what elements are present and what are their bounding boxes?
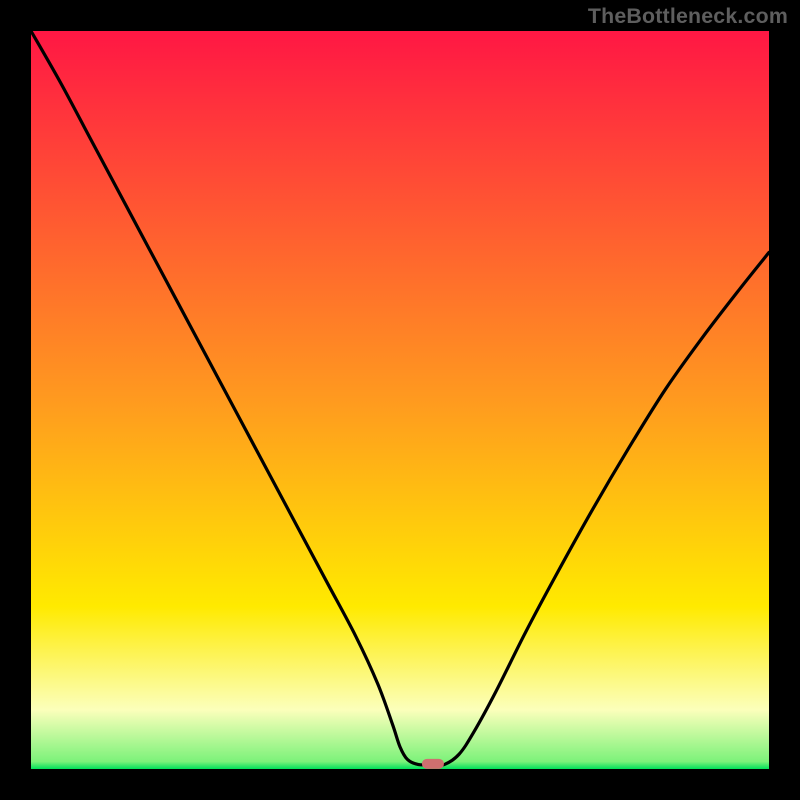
watermark-text: TheBottleneck.com [588,4,788,29]
bottleneck-curve [0,0,800,800]
chart-frame: TheBottleneck.com [0,0,800,800]
optimum-marker [422,759,444,769]
